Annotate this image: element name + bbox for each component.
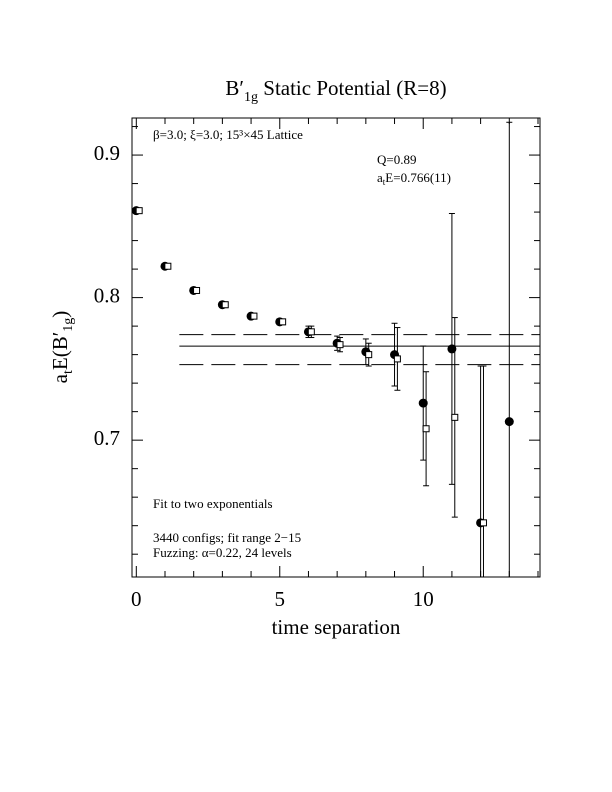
point (135, 207, 143, 215)
point (451, 413, 459, 421)
y-tick-label: 0.9 (94, 141, 120, 165)
point (307, 328, 315, 336)
annotation: Fit to two exponentials (153, 496, 273, 511)
y-label-part: ) (48, 311, 72, 318)
y-tick-label: 0.8 (94, 283, 120, 307)
y-axis-label: atE(B′1g) (48, 311, 76, 384)
x-axis-label: time separation (272, 615, 401, 639)
point (221, 301, 229, 309)
annotation-part: E=0.766(11) (385, 170, 451, 185)
y-label-part: E(B′ (48, 332, 72, 370)
point (418, 398, 428, 408)
y-label-part: 1g (61, 318, 76, 332)
title-part: Static Potential (R=8) (258, 76, 447, 100)
annotation: Fuzzing: α=0.22, 24 levels (153, 545, 292, 560)
annotation: Q=0.89 (377, 152, 416, 167)
point (504, 417, 514, 427)
point (250, 312, 258, 320)
point (393, 355, 401, 363)
plot-area (132, 121, 540, 577)
y-label-part: a (48, 373, 72, 383)
title-part: B′ (225, 76, 244, 100)
chart-title: B′1g Static Potential (R=8) (225, 76, 446, 105)
annotation: β=3.0; ξ=3.0; 15³×45 Lattice (153, 127, 303, 142)
point (447, 344, 457, 354)
point (479, 519, 487, 527)
title-part: 1g (244, 90, 258, 105)
annotation: 3440 configs; fit range 2−15 (153, 530, 301, 545)
point (164, 262, 172, 270)
point (279, 318, 287, 326)
x-tick-label: 10 (413, 587, 434, 611)
x-tick-label: 0 (131, 587, 142, 611)
x-tick-label: 5 (275, 587, 286, 611)
point (193, 286, 201, 294)
annotation-part: t (383, 177, 386, 187)
y-label-part: t (61, 370, 76, 374)
plot-frame (131, 117, 541, 578)
point (365, 351, 373, 359)
annotation: atE=0.766(11) (377, 170, 451, 187)
y-tick-label: 0.7 (94, 426, 120, 450)
point (422, 425, 430, 433)
annotation-part: a (377, 170, 383, 185)
point (336, 341, 344, 349)
